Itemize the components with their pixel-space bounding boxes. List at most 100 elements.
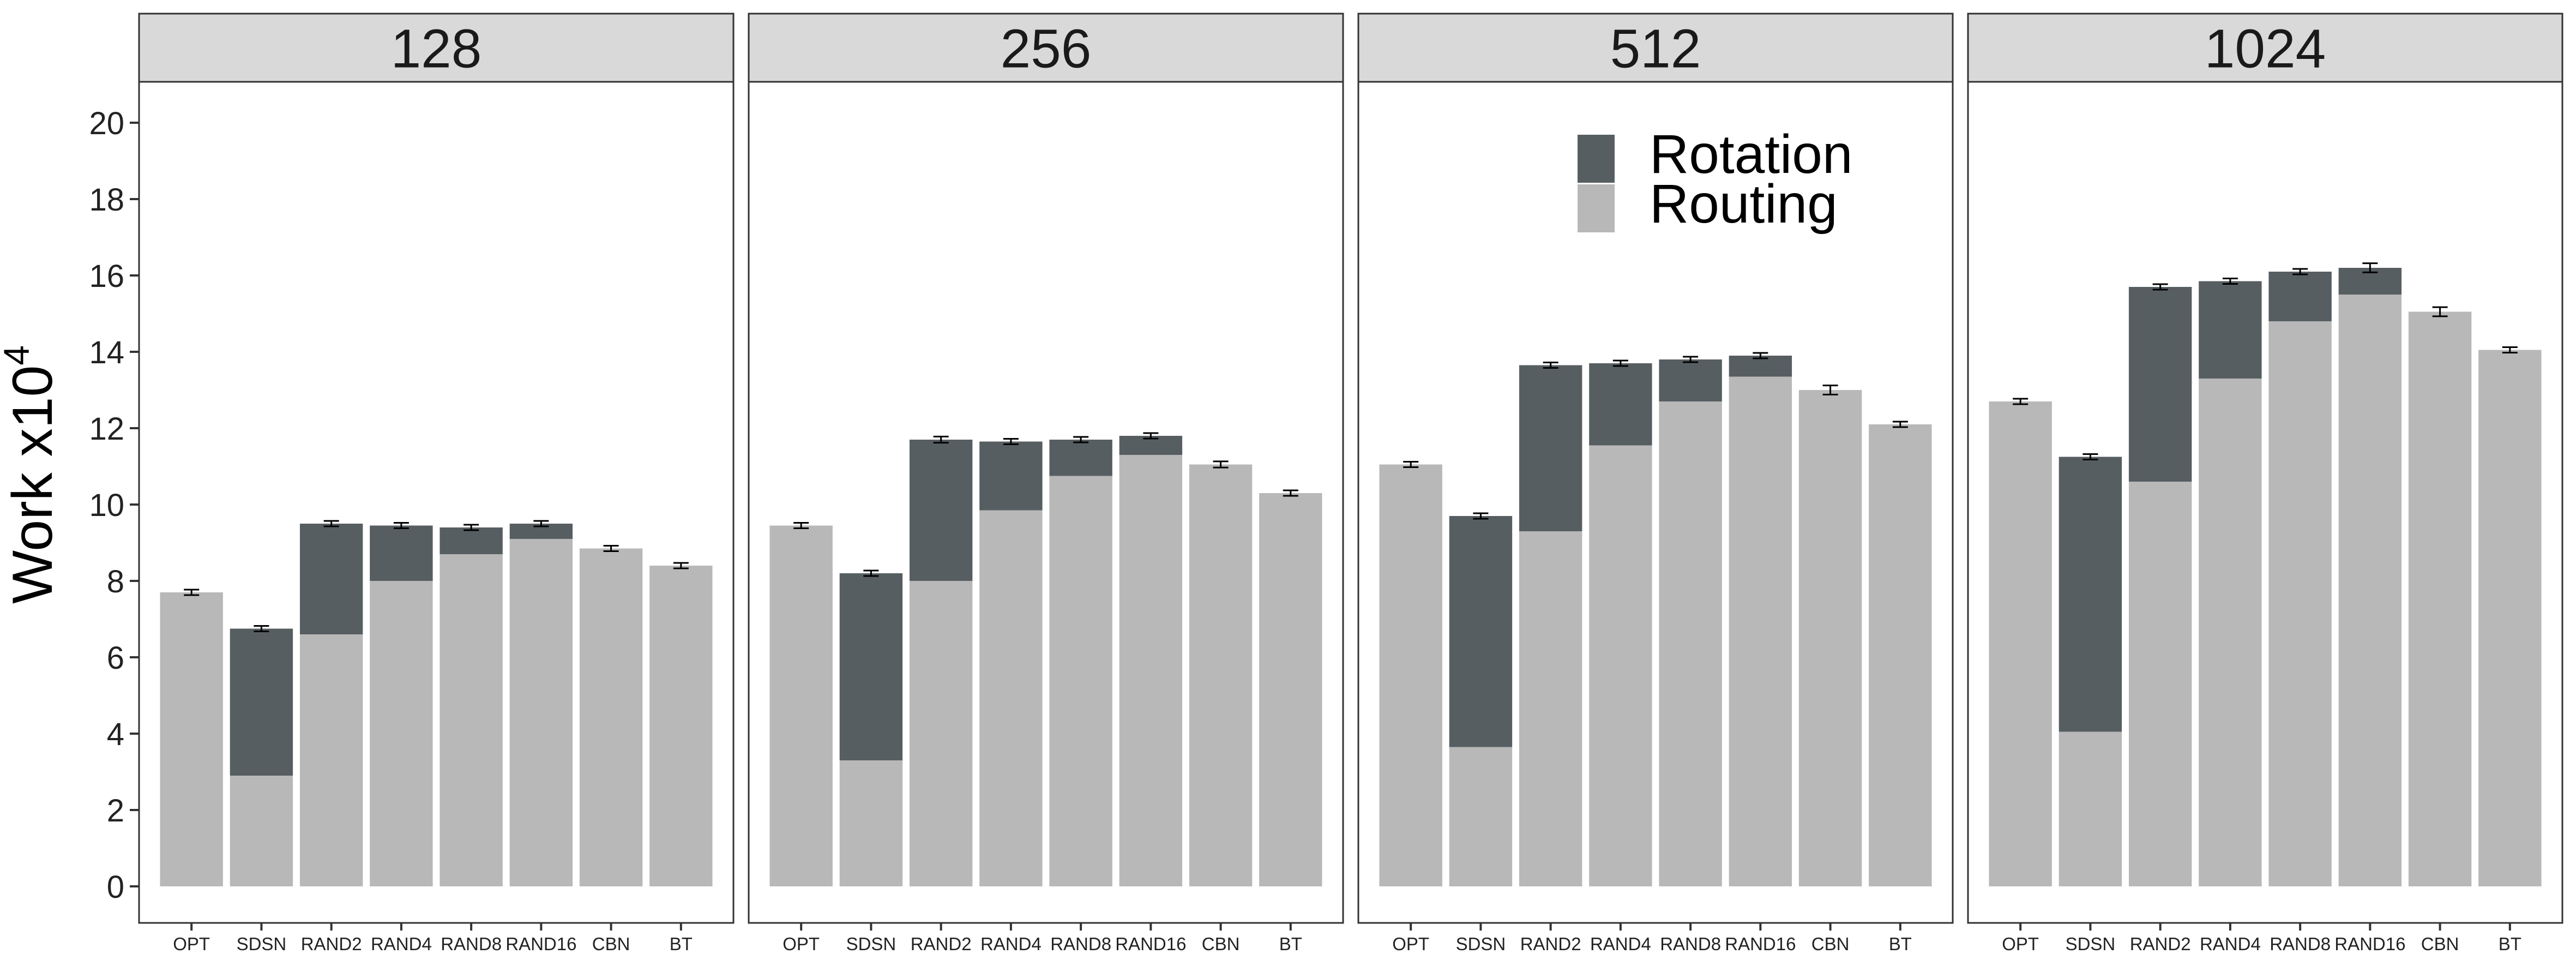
- bar-routing: [1119, 455, 1183, 886]
- bar-routing: [2199, 379, 2262, 886]
- bar-routing: [1449, 747, 1513, 886]
- bar-rotation: [370, 525, 433, 581]
- y-axis-label: Work x104: [0, 345, 64, 604]
- bar-routing: [1189, 464, 1253, 886]
- x-tick-label: RAND2: [301, 934, 362, 954]
- bar-routing: [909, 581, 973, 886]
- x-tick-label: RAND16: [2334, 934, 2405, 954]
- bar-routing: [160, 592, 223, 886]
- y-tick-label: 16: [89, 259, 124, 294]
- x-tick-label: SDSN: [237, 934, 287, 954]
- bar-routing: [230, 776, 293, 886]
- x-tick-label: CBN: [1202, 934, 1240, 954]
- panel-128: 128 OPT SDSN RAND2 RAND4 RAND8 RAND16 CBN BT: [138, 13, 735, 954]
- bar-routing: [769, 525, 833, 886]
- bar-rotation: [1049, 440, 1112, 476]
- x-tick-label: RAND2: [1520, 934, 1581, 954]
- x-tick-label: RAND8: [1660, 934, 1721, 954]
- x-tick-label: BT: [1279, 934, 1302, 954]
- bar-routing: [299, 634, 363, 886]
- bar-routing: [2128, 482, 2192, 886]
- bar-routing: [579, 548, 643, 886]
- y-tick-label: 14: [89, 335, 124, 370]
- bar-rotation: [979, 441, 1043, 511]
- x-tick-label: RAND4: [980, 934, 1042, 954]
- bar-routing: [649, 566, 713, 886]
- x-tick-label: RAND4: [1590, 934, 1651, 954]
- bar-rotation: [230, 628, 293, 776]
- bar-routing: [1049, 476, 1112, 886]
- panel-256: 256 OPT SDSN RAND2 RAND4 RAND8 RAND16 CBN BT: [748, 13, 1344, 954]
- bar-routing: [1259, 493, 1322, 886]
- panel-title: 256: [1001, 19, 1092, 80]
- bar-rotation: [440, 527, 503, 554]
- x-tick-label: RAND8: [2270, 934, 2331, 954]
- bar-rotation: [1659, 359, 1722, 401]
- x-tick-label: OPT: [783, 934, 820, 954]
- panel-1024: 1024 OPT SDSN RAND2 RAND4 RAND8 RAND16 CBN BT: [1967, 13, 2563, 954]
- x-tick-label: RAND16: [1115, 934, 1186, 954]
- legend-swatch: [1578, 184, 1615, 232]
- bar-routing: [509, 539, 573, 886]
- bar-routing: [1989, 401, 2052, 886]
- y-tick-label: 4: [107, 717, 124, 752]
- panel-title: 128: [391, 19, 482, 80]
- x-tick-label: RAND2: [911, 934, 972, 954]
- x-tick-label: BT: [1889, 934, 1912, 954]
- bar-rotation: [2268, 272, 2332, 321]
- bar-rotation: [1449, 516, 1513, 747]
- bar-routing: [1869, 424, 1932, 886]
- bar-routing: [2268, 321, 2332, 886]
- x-tick-label: SDSN: [2066, 934, 2116, 954]
- bar-routing: [2408, 311, 2472, 886]
- bar-routing: [440, 554, 503, 886]
- legend-label: Routing: [1650, 173, 1838, 235]
- bar-rotation: [839, 573, 903, 760]
- legend-swatch: [1578, 135, 1615, 183]
- panel-512: 512 OPT SDSN RAND2 RAND4 RAND8 RAND16 CBN BT: [1357, 13, 1954, 954]
- panel-strip: [138, 13, 735, 83]
- y-tick-label: 2: [107, 793, 124, 829]
- bar-routing: [1519, 531, 1582, 886]
- y-tick-label: 20: [89, 106, 124, 141]
- bar-rotation: [2059, 457, 2122, 732]
- bar-rotation: [2199, 281, 2262, 379]
- bar-routing: [370, 581, 433, 886]
- x-tick-label: RAND8: [1050, 934, 1111, 954]
- bar-routing: [979, 510, 1043, 886]
- x-tick-label: RAND16: [1725, 934, 1796, 954]
- x-tick-label: SDSN: [1456, 934, 1506, 954]
- x-tick-label: BT: [670, 934, 693, 954]
- x-tick-label: RAND4: [371, 934, 432, 954]
- panel-border: [1967, 81, 2563, 924]
- y-tick-label: 10: [89, 488, 124, 523]
- panel-title: 1024: [2205, 19, 2326, 80]
- bar-routing: [2059, 731, 2122, 886]
- bar-rotation: [909, 440, 973, 581]
- x-tick-label: RAND2: [2130, 934, 2191, 954]
- x-tick-label: OPT: [173, 934, 210, 954]
- x-tick-label: RAND16: [505, 934, 576, 954]
- bar-routing: [1729, 376, 1792, 886]
- y-axis-label-exponent: 4: [0, 345, 37, 365]
- y-axis: 0 2 4 6 8 10 12 14 16 18 20: [89, 106, 139, 905]
- x-tick-label: CBN: [2421, 934, 2459, 954]
- bar-routing: [1589, 445, 1652, 886]
- panel-strip: [748, 13, 1344, 83]
- bar-rotation: [2128, 287, 2192, 482]
- legend-label: Rotation: [1650, 124, 1852, 185]
- x-tick-label: RAND4: [2200, 934, 2261, 954]
- panel-title: 512: [1610, 19, 1701, 80]
- y-tick-label: 6: [107, 640, 124, 676]
- x-tick-label: RAND8: [441, 934, 502, 954]
- bar-routing: [839, 760, 903, 886]
- x-tick-label: SDSN: [846, 934, 896, 954]
- bar-rotation: [1589, 363, 1652, 446]
- bar-routing: [1379, 464, 1442, 886]
- bar-routing: [1798, 390, 1862, 886]
- x-tick-label: CBN: [1811, 934, 1850, 954]
- y-tick-label: 0: [107, 869, 124, 905]
